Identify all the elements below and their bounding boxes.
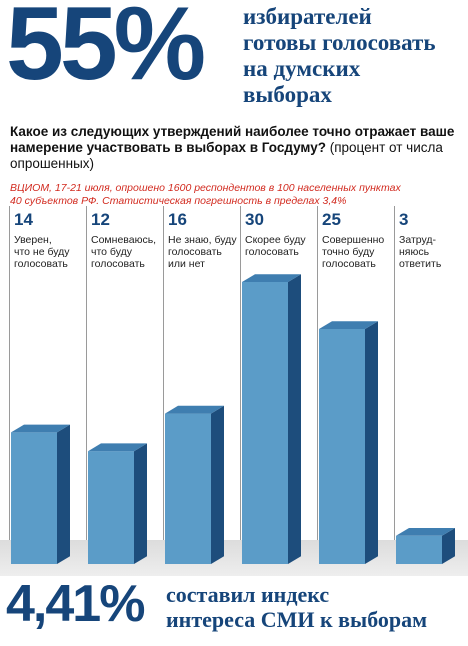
chart-columns: 14 Уверен, что не буду голосовать 12 Сомневаю… bbox=[0, 206, 468, 576]
headline-caption-line: избирателей bbox=[243, 4, 372, 29]
bar bbox=[165, 405, 224, 564]
bar-side bbox=[442, 528, 455, 564]
bar-side bbox=[57, 424, 70, 564]
bar bbox=[319, 321, 378, 564]
chart-column: 12 Сомневаюсь, что буду голосовать bbox=[86, 206, 156, 566]
headline-caption: избирателей готовы голосовать на думских… bbox=[243, 4, 436, 108]
bar-top bbox=[396, 528, 455, 536]
headline-caption-line: на думских bbox=[243, 56, 361, 81]
bar-category-label-line: голосовать bbox=[14, 258, 68, 270]
bar-category-label-line: точно буду bbox=[322, 246, 375, 258]
bar-side bbox=[134, 443, 147, 564]
bar-top bbox=[319, 321, 378, 329]
chart-column: 3 Затруд-няюсь ответить bbox=[394, 206, 441, 566]
bar-category-label-line: Не знаю, буду bbox=[168, 234, 237, 246]
bar-category-label-line: голосовать bbox=[91, 258, 145, 270]
bar-category-label-line: голосовать bbox=[245, 246, 299, 258]
bar-value-label: 16 bbox=[168, 210, 187, 229]
headline: 55% избирателей готовы голосовать на дум… bbox=[0, 0, 468, 118]
bar-category-label-line: няюсь bbox=[399, 246, 430, 258]
bar bbox=[242, 274, 301, 564]
footer-caption: составил индекс интереса СМИ к выборам bbox=[166, 582, 427, 632]
bar-chart bbox=[11, 274, 455, 564]
bar-top bbox=[242, 274, 301, 282]
bar bbox=[396, 528, 455, 564]
chart-column: 30 Скорее буду голосовать bbox=[240, 206, 306, 566]
bar-category-label-line: ответить bbox=[399, 258, 442, 270]
footer-caption-line: составил индекс bbox=[166, 582, 330, 607]
bar-category-label-line: что буду bbox=[91, 246, 132, 258]
bar-top bbox=[165, 405, 224, 414]
bar-category-label-line: Сомневаюсь, bbox=[91, 234, 157, 246]
headline-percent: 55% bbox=[6, 0, 206, 102]
bar-top bbox=[11, 424, 70, 433]
bar-category-label-line: Уверен, bbox=[14, 234, 52, 246]
bar-category-label: Совершенно точно буду голосовать bbox=[322, 234, 392, 270]
footer-percent: 4,41% bbox=[6, 575, 145, 633]
bar-front bbox=[396, 535, 442, 564]
bar-category-label-line: голосовать bbox=[168, 246, 222, 258]
bar-front bbox=[319, 329, 365, 564]
bar-value-label: 25 bbox=[322, 210, 341, 229]
question-note: (процент от числа опрошенных) bbox=[10, 140, 443, 171]
chart-column: 25 Совершенно точно буду голосовать bbox=[317, 206, 384, 566]
source-line: ВЦИОМ, 17-21 июля, опрошено 1600 респонд… bbox=[10, 182, 401, 194]
bar-value-label: 14 bbox=[14, 210, 33, 229]
bar bbox=[11, 424, 70, 564]
headline-caption-line: готовы голосовать bbox=[243, 30, 436, 55]
bar-category-label-line: Совершенно bbox=[322, 234, 385, 246]
source-line: 40 субъектов РФ. Статистическая погрешно… bbox=[10, 195, 347, 207]
bar-front bbox=[242, 282, 288, 564]
headline-caption-line: выборах bbox=[243, 82, 332, 107]
bar-category-label: Сомневаюсь, что буду голосовать bbox=[91, 234, 161, 270]
bar-side bbox=[365, 321, 378, 564]
bar-side bbox=[288, 274, 301, 564]
bar-value-label: 30 bbox=[245, 210, 264, 229]
bar-value-label: 3 bbox=[399, 210, 409, 229]
chart-floor bbox=[0, 540, 468, 576]
bar-category-label: Не знаю, буду голосовать или нет bbox=[168, 234, 238, 270]
bar-category-label: Затруд-няюсь ответить bbox=[399, 234, 468, 270]
source-note: ВЦИОМ, 17-21 июля, опрошено 1600 респонд… bbox=[10, 182, 460, 208]
bar-front bbox=[11, 432, 57, 564]
bar-category-label-line: Затруд- bbox=[399, 234, 437, 246]
bar-category-label-line: или нет bbox=[168, 258, 205, 270]
footer-caption-line: интереса СМИ к выборам bbox=[166, 607, 428, 632]
bar-top bbox=[88, 443, 147, 452]
bar bbox=[88, 443, 147, 564]
bar-front bbox=[165, 413, 211, 564]
question-text: Какое из следующих утверждений наиболее … bbox=[10, 124, 455, 155]
bar-category-label: Скорее буду голосовать bbox=[245, 234, 315, 258]
chart-column: 16 Не знаю, буду голосовать или нет bbox=[163, 206, 237, 566]
bar-front bbox=[88, 451, 134, 564]
bar-category-label-line: что не буду bbox=[14, 246, 70, 258]
bar-category-label: Уверен, что не буду голосовать bbox=[14, 234, 84, 270]
bar-value-label: 12 bbox=[91, 210, 110, 229]
bar-side bbox=[211, 405, 224, 564]
chart-column: 14 Уверен, что не буду голосовать bbox=[9, 206, 70, 566]
bar-category-label-line: Скорее буду bbox=[245, 234, 306, 246]
survey-question: Какое из следующих утверждений наиболее … bbox=[10, 124, 460, 172]
bar-category-label-line: голосовать bbox=[322, 258, 376, 270]
